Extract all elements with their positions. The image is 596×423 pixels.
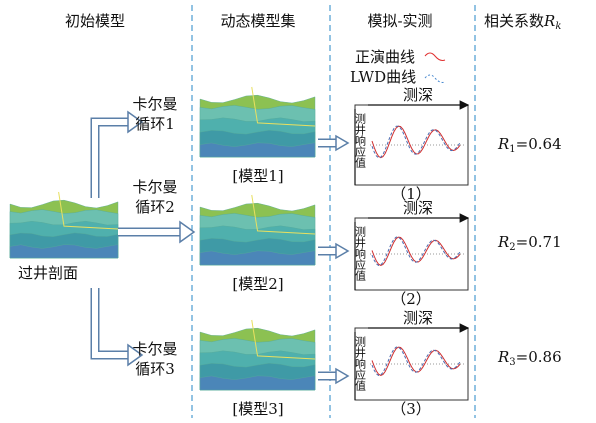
y-axis-label: 测井响应值 (354, 336, 367, 392)
kalman-label: 循环3 (135, 360, 175, 378)
correlation: R2=0.71 (497, 233, 562, 253)
legend-label: 正演曲线 (355, 48, 415, 66)
var: R (497, 135, 509, 153)
header: 动态模型集 (220, 12, 295, 30)
arrow (95, 122, 128, 198)
correlation: R3=0.86 (497, 348, 562, 368)
plot-label: （2） (391, 290, 431, 308)
legend-label: LWD曲线 (350, 68, 416, 86)
kalman-label: 卡尔曼 (132, 340, 177, 358)
initial-label: 过井剖面 (18, 264, 78, 282)
var: R (497, 233, 509, 251)
kalman-label: 循环2 (135, 198, 175, 216)
value: =0.86 (516, 348, 562, 366)
initial-model (10, 192, 118, 258)
dynamic-model (200, 195, 315, 265)
header: 相关系数Rk (484, 12, 561, 32)
model-label: [模型1] (232, 167, 283, 185)
var: R (497, 348, 509, 366)
y-axis-label: 测井响应值 (354, 113, 367, 169)
header: 初始模型 (65, 12, 125, 30)
kalman-label: 循环1 (135, 115, 175, 133)
model-label: [模型3] (232, 400, 283, 418)
value: =0.71 (516, 233, 562, 251)
plot-label: （3） (391, 400, 431, 418)
arrow (95, 288, 128, 355)
x-axis-label: 测深 (403, 309, 433, 327)
arrow-head (336, 136, 348, 150)
dynamic-model (200, 87, 315, 157)
header: 模拟-实测 (367, 12, 432, 30)
model-label: [模型2] (232, 275, 283, 293)
correlation: R1=0.64 (497, 135, 562, 155)
legend-swatch (425, 53, 445, 61)
x-axis-label: 测深 (403, 86, 433, 104)
y-axis-label: 测井响应值 (354, 226, 367, 282)
kalman-label: 卡尔曼 (132, 95, 177, 113)
diagram: 初始模型 动态模型集 模拟-实测 相关系数Rk 正演曲线 LWD曲线 过井剖面 … (0, 0, 596, 423)
arrow (95, 122, 128, 198)
arrow (95, 288, 128, 355)
x-axis-label: 测深 (403, 199, 433, 217)
dynamic-model (200, 320, 315, 390)
arrow-head (336, 244, 348, 258)
legend-swatch (425, 75, 445, 83)
arrow-head (336, 369, 348, 383)
value: =0.64 (516, 135, 562, 153)
kalman-label: 卡尔曼 (132, 178, 177, 196)
